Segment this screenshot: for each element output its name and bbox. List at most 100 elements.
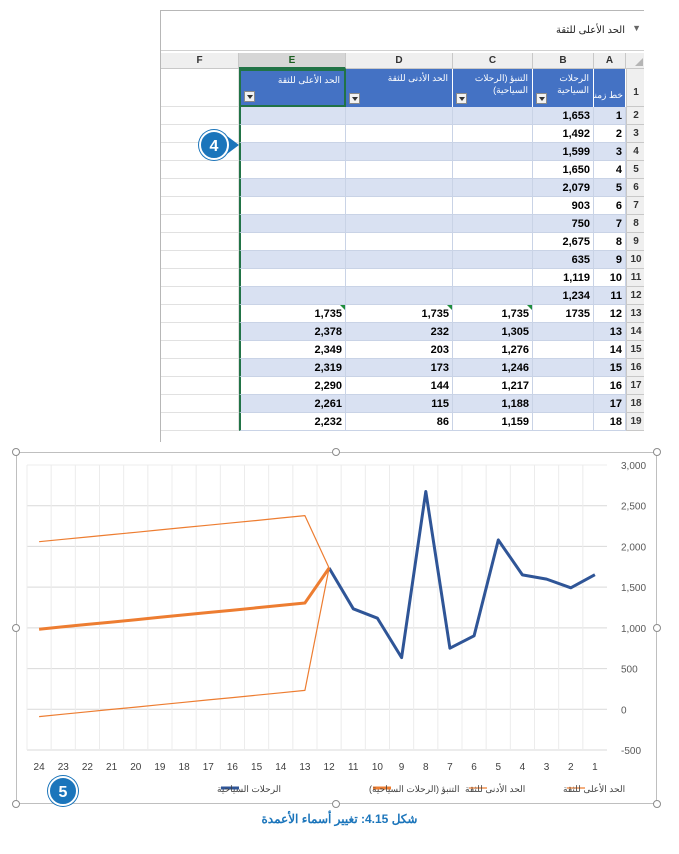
table-cell-e[interactable]: 2,232 — [239, 413, 346, 431]
column-header-c[interactable]: C — [453, 53, 533, 69]
table-cell-d[interactable] — [346, 125, 453, 143]
table-cell-c[interactable] — [453, 287, 533, 305]
table-cell-b[interactable] — [533, 323, 594, 341]
table-cell-a[interactable]: 4 — [594, 161, 626, 179]
table-cell-a[interactable]: 13 — [594, 323, 626, 341]
table-cell-b[interactable]: 1,234 — [533, 287, 594, 305]
table-cell-d[interactable]: 144 — [346, 377, 453, 395]
filter-dropdown-icon[interactable] — [244, 91, 255, 102]
cell-f[interactable] — [161, 251, 239, 269]
row-header[interactable]: 3 — [626, 125, 644, 143]
table-cell-a[interactable]: 2 — [594, 125, 626, 143]
table-cell-c[interactable] — [453, 233, 533, 251]
cell-f[interactable] — [161, 269, 239, 287]
resize-handle[interactable] — [653, 448, 661, 456]
table-cell-d[interactable] — [346, 179, 453, 197]
row-header[interactable]: 16 — [626, 359, 644, 377]
cell-f[interactable] — [161, 395, 239, 413]
table-cell-c[interactable] — [453, 107, 533, 125]
resize-handle[interactable] — [12, 624, 20, 632]
row-header[interactable]: 4 — [626, 143, 644, 161]
table-cell-d[interactable] — [346, 215, 453, 233]
row-header[interactable]: 9 — [626, 233, 644, 251]
table-cell-c[interactable] — [453, 197, 533, 215]
resize-handle[interactable] — [653, 624, 661, 632]
table-cell-a[interactable]: 9 — [594, 251, 626, 269]
table-cell-e[interactable] — [239, 233, 346, 251]
table-cell-d[interactable] — [346, 161, 453, 179]
resize-handle[interactable] — [332, 800, 340, 808]
table-cell-e[interactable] — [239, 143, 346, 161]
table-cell-e[interactable] — [239, 107, 346, 125]
table-cell-c[interactable] — [453, 251, 533, 269]
table-cell-a[interactable]: 10 — [594, 269, 626, 287]
table-cell-d[interactable] — [346, 143, 453, 161]
table-cell-b[interactable] — [533, 377, 594, 395]
filter-dropdown-icon[interactable] — [456, 93, 467, 104]
table-cell-b[interactable]: 1,492 — [533, 125, 594, 143]
row-header[interactable]: 5 — [626, 161, 644, 179]
table-cell-d[interactable] — [346, 197, 453, 215]
table-cell-c[interactable]: 1,276 — [453, 341, 533, 359]
table-cell-b[interactable]: 1,650 — [533, 161, 594, 179]
row-header[interactable]: 18 — [626, 395, 644, 413]
table-cell-e[interactable]: 2,261 — [239, 395, 346, 413]
table-cell-a[interactable]: 8 — [594, 233, 626, 251]
table-cell-e[interactable] — [239, 251, 346, 269]
table-cell-d[interactable] — [346, 251, 453, 269]
table-cell-b[interactable] — [533, 359, 594, 377]
table-cell-c[interactable] — [453, 143, 533, 161]
table-cell-a[interactable]: 17 — [594, 395, 626, 413]
resize-handle[interactable] — [12, 800, 20, 808]
row-header[interactable]: 19 — [626, 413, 644, 431]
table-cell-a[interactable]: 7 — [594, 215, 626, 233]
table-cell-c[interactable]: 1,735 — [453, 305, 533, 323]
header-cell-forecast[interactable]: التنبؤ (الرحلات السياحية) — [453, 69, 533, 107]
cell-f1[interactable] — [161, 69, 239, 107]
column-header-a[interactable]: A — [594, 53, 626, 69]
table-cell-e[interactable]: 2,378 — [239, 323, 346, 341]
table-cell-d[interactable]: 203 — [346, 341, 453, 359]
table-cell-e[interactable] — [239, 197, 346, 215]
cell-f[interactable] — [161, 215, 239, 233]
table-cell-a[interactable]: 18 — [594, 413, 626, 431]
table-cell-d[interactable] — [346, 269, 453, 287]
filter-dropdown-icon[interactable] — [349, 93, 360, 104]
table-cell-c[interactable] — [453, 125, 533, 143]
table-cell-a[interactable]: 3 — [594, 143, 626, 161]
row-header[interactable]: 13 — [626, 305, 644, 323]
header-cell-timeline[interactable]: خط زمني — [594, 69, 626, 107]
table-cell-b[interactable]: 1,119 — [533, 269, 594, 287]
table-cell-b[interactable]: 2,079 — [533, 179, 594, 197]
table-cell-d[interactable]: 115 — [346, 395, 453, 413]
cell-f[interactable] — [161, 359, 239, 377]
cell-f[interactable] — [161, 233, 239, 251]
table-cell-e[interactable] — [239, 215, 346, 233]
row-header-1[interactable]: 1 — [626, 69, 644, 107]
table-cell-d[interactable]: 232 — [346, 323, 453, 341]
table-cell-e[interactable] — [239, 269, 346, 287]
table-cell-c[interactable] — [453, 215, 533, 233]
table-cell-d[interactable] — [346, 233, 453, 251]
table-cell-c[interactable] — [453, 269, 533, 287]
table-cell-b[interactable]: 1,599 — [533, 143, 594, 161]
table-cell-a[interactable]: 5 — [594, 179, 626, 197]
column-header-d[interactable]: D — [346, 53, 453, 69]
cell-f[interactable] — [161, 197, 239, 215]
cell-f[interactable] — [161, 179, 239, 197]
table-cell-c[interactable]: 1,305 — [453, 323, 533, 341]
table-cell-e[interactable] — [239, 287, 346, 305]
header-cell-trips[interactable]: الرحلات السياحية — [533, 69, 594, 107]
row-header[interactable]: 7 — [626, 197, 644, 215]
resize-handle[interactable] — [653, 800, 661, 808]
table-cell-e[interactable]: 2,290 — [239, 377, 346, 395]
dropdown-arrow-icon[interactable]: ▼ — [632, 23, 641, 33]
table-cell-b[interactable]: 903 — [533, 197, 594, 215]
table-cell-d[interactable]: 1,735 — [346, 305, 453, 323]
table-cell-d[interactable] — [346, 107, 453, 125]
table-cell-e[interactable] — [239, 125, 346, 143]
table-cell-b[interactable]: 1,653 — [533, 107, 594, 125]
column-header-f[interactable]: F — [161, 53, 239, 69]
cell-f[interactable] — [161, 107, 239, 125]
row-header[interactable]: 8 — [626, 215, 644, 233]
